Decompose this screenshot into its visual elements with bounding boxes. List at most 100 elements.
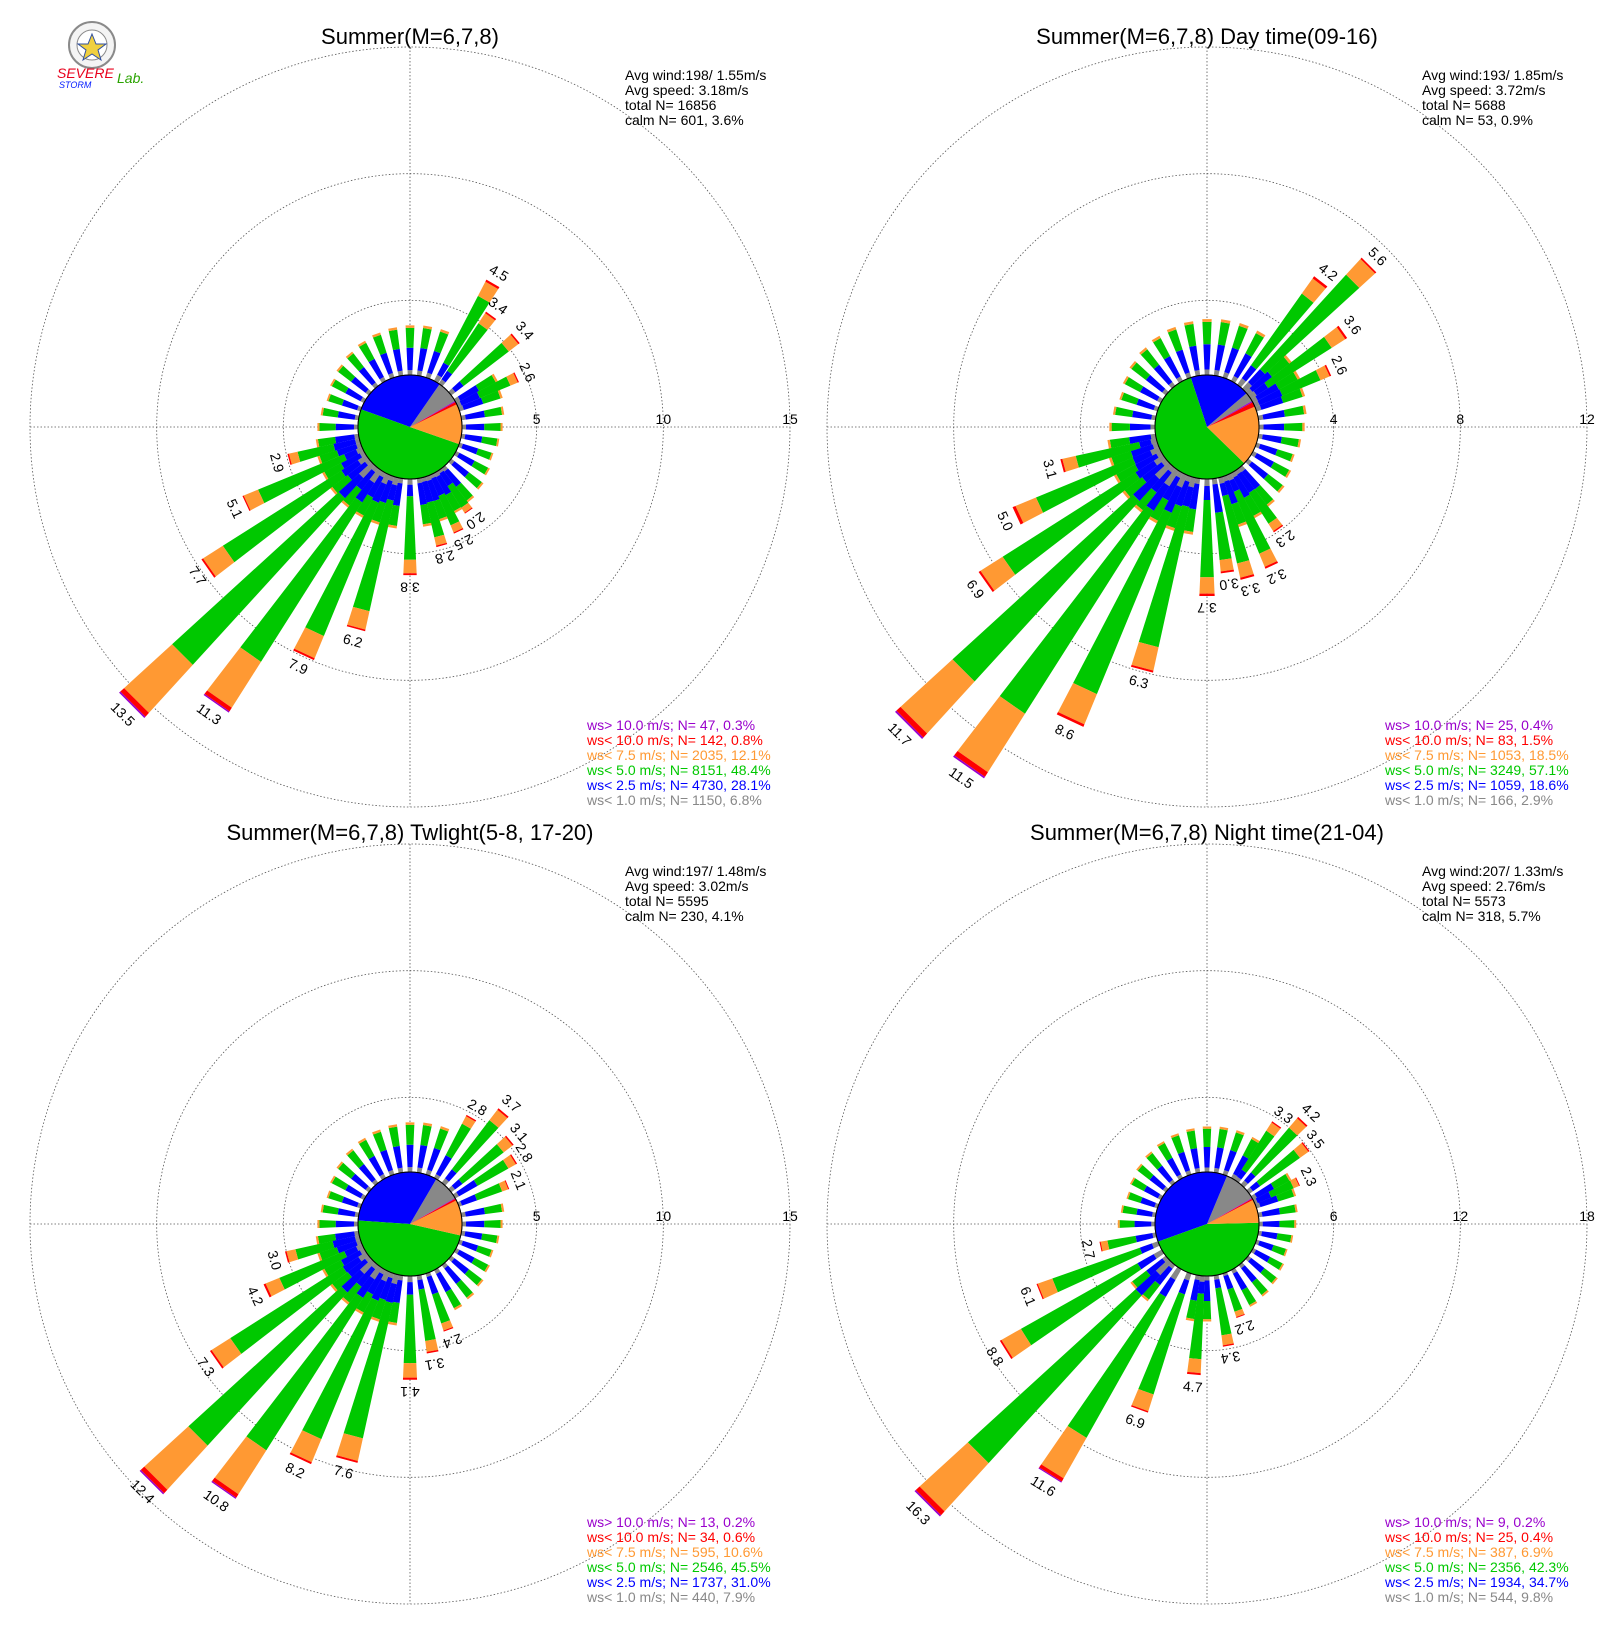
wind-bar-segment [999,505,1154,714]
wind-bar-segment [287,453,292,465]
wind-bar-segment [1166,326,1177,333]
legend-entry: ws< 2.5 m/s; N= 1934, 34.7% [1384,1574,1569,1590]
wind-bar-segment [461,443,479,455]
wind-bar-segment [438,493,460,526]
legend-entry: ws< 10.0 m/s; N= 25, 0.4% [1384,1529,1553,1545]
wind-bar-segment [1164,468,1180,487]
wind-bar-segment [491,373,498,383]
center-pie-slice [410,1200,462,1236]
wind-bar-segment [391,1273,399,1285]
wind-bar-segment [340,453,363,469]
wind-bar-label: 7.6 [332,1462,355,1483]
wind-bar-segment [416,1167,423,1174]
wind-bar-segment [286,1249,299,1263]
wind-bar-segment [341,500,350,508]
wind-bar-segment [1135,1270,1161,1296]
wind-bar-label: 2.8 [512,1140,536,1165]
wind-bar-segment [473,1159,509,1186]
wind-bar-segment [1146,1258,1166,1276]
wind-bar-segment [1073,509,1172,695]
wind-bar-label: 6.2 [341,630,364,651]
legend-entry: ws> 10.0 m/s; N= 9, 0.2% [1384,1514,1545,1530]
wind-bar-segment [500,1203,505,1212]
wind-bar-segment [466,1220,485,1228]
wind-bar-segment [345,351,354,359]
wind-bar-segment [433,498,448,520]
wind-bar-segment [346,624,366,632]
wind-bar-label: 4.5 [487,261,512,285]
logo-storm-text: STORM [59,80,92,90]
wind-bar-label: 3.4 [1219,1348,1241,1367]
wind-bar-segment [426,1275,439,1295]
wind-bar-segment [1189,1293,1205,1360]
wind-bar-segment [1075,441,1141,468]
wind-bar-segment [1164,356,1181,379]
wind-bar-segment [434,331,449,354]
wind-bar-segment [338,1162,356,1179]
wind-bar-segment [1336,325,1348,340]
wind-bar-segment [204,690,232,712]
wind-bar-segment [1109,437,1131,449]
center-pie-slice [1207,406,1259,464]
ring-label: 18 [1579,1208,1595,1224]
wind-bar-segment [1202,1301,1212,1320]
wind-bar-segment [1178,1151,1191,1172]
wind-bar-segment [1241,1265,1257,1283]
wind-bar-segment [1151,1221,1156,1227]
wind-bar-segment [416,370,423,377]
wind-bar-segment [331,1176,349,1191]
wind-bar-segment [1235,1130,1245,1136]
wind-bar-segment [896,706,928,738]
wind-bar-segment [380,352,393,375]
wind-bar-segment [1215,1287,1232,1336]
wind-bar-segment [1152,442,1159,449]
wind-bar-segment [1151,1241,1160,1249]
wind-bar-segment [1267,1256,1283,1270]
wind-bar-label: 2.2 [1233,1317,1257,1339]
wind-bar-segment [466,423,485,431]
wind-bar-label: 2.4 [441,1330,465,1352]
center-pie-slice [361,374,440,427]
wind-bar-segment [407,370,413,376]
wind-bar-segment [1224,347,1239,374]
wind-bar-segment [1250,293,1314,370]
wind-bar-segment [1295,1177,1300,1187]
wind-bar-segment [453,507,463,514]
wind-bar-segment [1041,1426,1087,1479]
wind-bar-segment [1258,1195,1279,1208]
wind-bar-segment [1214,1278,1222,1289]
wind-bar-segment [403,559,417,574]
wind-bar-segment [1261,1289,1269,1297]
wind-bar-segment [319,450,339,464]
wind-bar-segment [387,524,397,529]
wind-bar-segment [330,486,338,495]
center-pie-slice [1190,375,1247,427]
wind-bar-segment [1188,476,1196,488]
wind-bar-segment [372,1129,381,1135]
wind-bar-segment [497,1108,509,1119]
wind-bar-segment [1136,398,1156,411]
wind-bar-segment [476,1279,484,1287]
wind-bar-segment [436,474,452,496]
wind-bar-segment [317,455,323,465]
legend-entry: ws> 10.0 m/s; N= 47, 0.3% [586,717,755,733]
wind-bar-segment [388,475,395,482]
wind-bar-segment [302,1297,379,1440]
wind-bar-segment [1276,1189,1295,1202]
wind-bar-segment [431,476,445,497]
wind-bar-segment [500,422,503,432]
wind-bar-segment [1245,1255,1252,1262]
wind-bar-segment [1199,1275,1205,1282]
wind-bar-segment [342,1282,362,1303]
wind-bar-segment [358,342,375,363]
wind-bar-segment [417,1144,428,1169]
wind-bar-segment [1060,458,1066,473]
wind-bar-segment [407,1167,413,1173]
wind-bar-segment [289,1452,312,1465]
wind-bar-segment [1150,446,1161,456]
wind-bar-segment [358,1139,375,1160]
wind-bar-segment [427,1147,441,1172]
wind-bar-segment [460,414,466,421]
wind-bar-segment [1190,1148,1200,1169]
